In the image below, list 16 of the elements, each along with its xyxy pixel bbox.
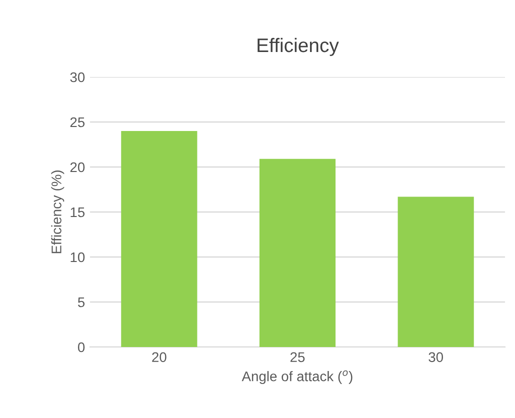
- bar: [121, 131, 198, 347]
- y-tick-label: 15: [70, 207, 85, 218]
- y-tick-label: 25: [70, 117, 85, 128]
- x-tick-label: 20: [152, 352, 166, 362]
- x-axis-title: Angle of attack ($^{o}$): [242, 370, 352, 384]
- y-tick-label: 20: [70, 162, 85, 172]
- y-tick-label: 0: [78, 342, 85, 352]
- bar: [398, 196, 474, 347]
- x-tick-label: 25: [290, 352, 305, 362]
- y-axis-title: Efficiency (%): [51, 170, 64, 254]
- bar: [259, 158, 336, 347]
- y-tick-label: 10: [70, 252, 85, 262]
- y-tick-label: 5: [78, 297, 85, 308]
- chart-title: Efficiency: [258, 38, 339, 56]
- x-tick-label: 30: [428, 352, 444, 362]
- y-tick-label: 30: [70, 72, 85, 82]
